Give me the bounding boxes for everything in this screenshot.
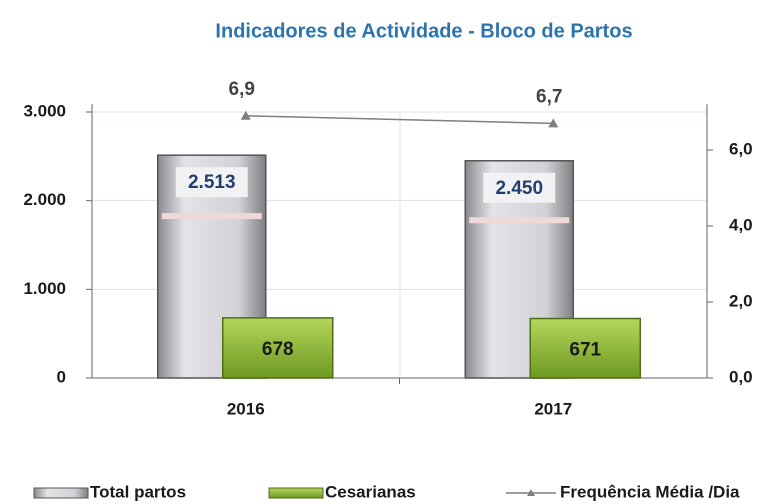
y2-tick-label: 4,0 [729,215,753,234]
data-label: 2.513 [188,172,236,193]
data-label-box [483,172,556,203]
line [245,115,554,125]
bar [222,317,334,379]
legend-label: Frequência Média /Dia [560,482,740,501]
legend-label: Cesarianas [325,482,416,501]
x-tick-label: 2017 [534,399,572,418]
line-marker [240,110,251,120]
y-tick-label: 0 [57,367,66,386]
y2-tick-label: 6,0 [729,139,753,158]
data-label: 2.450 [495,178,543,199]
legend-label: Total partos [90,482,186,501]
data-label: 671 [569,339,601,360]
y2-tick-label: 2,0 [729,291,753,310]
bar [529,317,641,379]
data-label: 6,7 [536,86,562,107]
bar-highlight [161,213,262,220]
data-label-box [175,167,248,198]
x-tick-label: 2016 [227,399,265,418]
legend-swatch [33,487,89,499]
legend-swatch-marker [527,489,535,496]
bar-highlight [469,217,570,224]
y-tick-label: 1.000 [23,279,66,298]
y2-tick-label: 0,0 [729,367,753,386]
y-tick-label: 2.000 [23,190,66,209]
data-label: 6,9 [229,79,255,100]
line-marker [548,118,559,128]
legend-swatch [268,487,324,499]
y-tick-label: 3.000 [23,101,66,120]
data-label: 678 [262,339,294,360]
chart-title: Indicadores de Actividade - Bloco de Par… [215,20,632,42]
